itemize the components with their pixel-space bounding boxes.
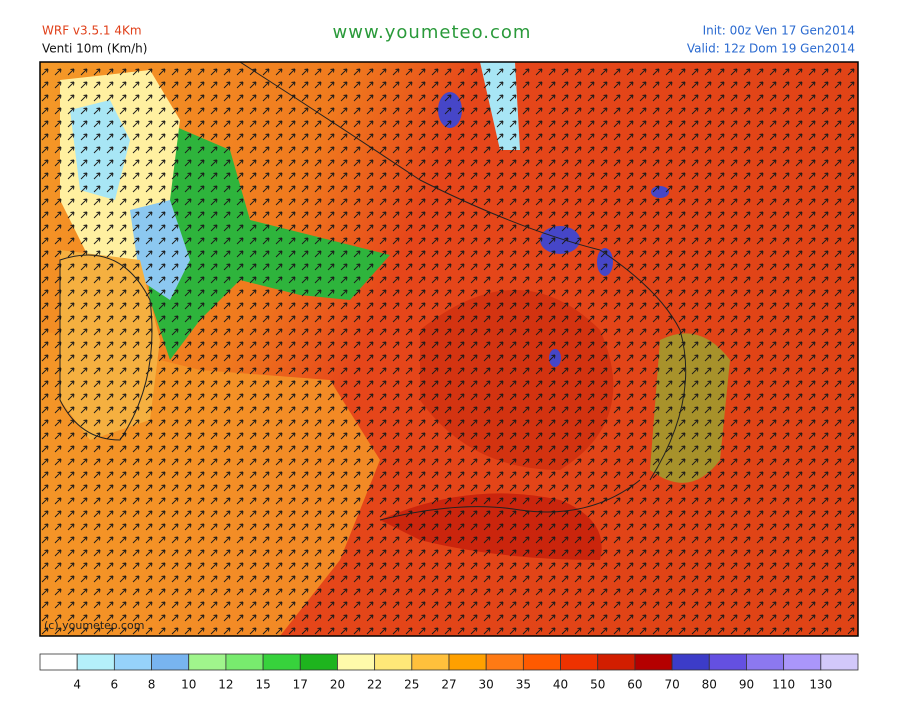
site-title: www.youmeteo.com — [333, 22, 532, 43]
legend-label: 6 — [111, 678, 119, 692]
legend-label: 27 — [441, 678, 456, 692]
legend-label: 8 — [148, 678, 156, 692]
legend-label: 20 — [330, 678, 345, 692]
legend-label: 50 — [590, 678, 605, 692]
legend: 4 6 8 10 12 15 17 20 22 25 27 30 35 40 50 60 70 80 90 110 13… — [39, 653, 859, 692]
legend-swatch — [39, 653, 78, 671]
map-frame — [39, 61, 859, 637]
legend-swatch — [374, 653, 413, 671]
legend-label: 10 — [181, 678, 196, 692]
legend-swatch — [783, 653, 822, 671]
watermark: (c) youmeteo.com — [44, 619, 144, 632]
legend-swatch — [151, 653, 190, 671]
legend-swatch — [708, 653, 747, 671]
legend-label: 22 — [367, 678, 382, 692]
legend-swatch — [225, 653, 264, 671]
legend-swatch — [76, 653, 115, 671]
legend-swatch — [597, 653, 636, 671]
legend-label: 4 — [73, 678, 81, 692]
legend-swatch — [262, 653, 301, 671]
legend-label: 90 — [739, 678, 754, 692]
legend-label: 30 — [479, 678, 494, 692]
legend-swatch — [113, 653, 152, 671]
field-title: Venti 10m (Km/h) — [42, 42, 147, 56]
init-time: Init: 00z Ven 17 Gen2014 — [703, 24, 855, 38]
legend-swatch — [411, 653, 450, 671]
legend-swatch — [746, 653, 785, 671]
legend-label: 70 — [664, 678, 679, 692]
legend-swatch — [820, 653, 859, 671]
legend-swatch — [188, 653, 227, 671]
legend-swatch — [485, 653, 524, 671]
legend-swatch — [337, 653, 376, 671]
legend-swatch — [671, 653, 710, 671]
legend-label: 80 — [702, 678, 717, 692]
legend-label: 130 — [809, 678, 832, 692]
legend-label: 17 — [293, 678, 308, 692]
legend-swatch — [448, 653, 487, 671]
map: (c) youmeteo.com — [40, 62, 858, 636]
model-title: WRF v3.5.1 4Km — [42, 24, 142, 38]
legend-label: 60 — [627, 678, 642, 692]
wind-arrows — [40, 62, 858, 636]
legend-label: 15 — [255, 678, 270, 692]
legend-label: 35 — [516, 678, 531, 692]
legend-label: 12 — [218, 678, 233, 692]
legend-swatch — [560, 653, 599, 671]
legend-swatch — [299, 653, 338, 671]
legend-label: 40 — [553, 678, 568, 692]
valid-time: Valid: 12z Dom 19 Gen2014 — [687, 42, 855, 56]
legend-label: 110 — [772, 678, 795, 692]
legend-swatch — [522, 653, 561, 671]
legend-swatch — [634, 653, 673, 671]
legend-label: 25 — [404, 678, 419, 692]
